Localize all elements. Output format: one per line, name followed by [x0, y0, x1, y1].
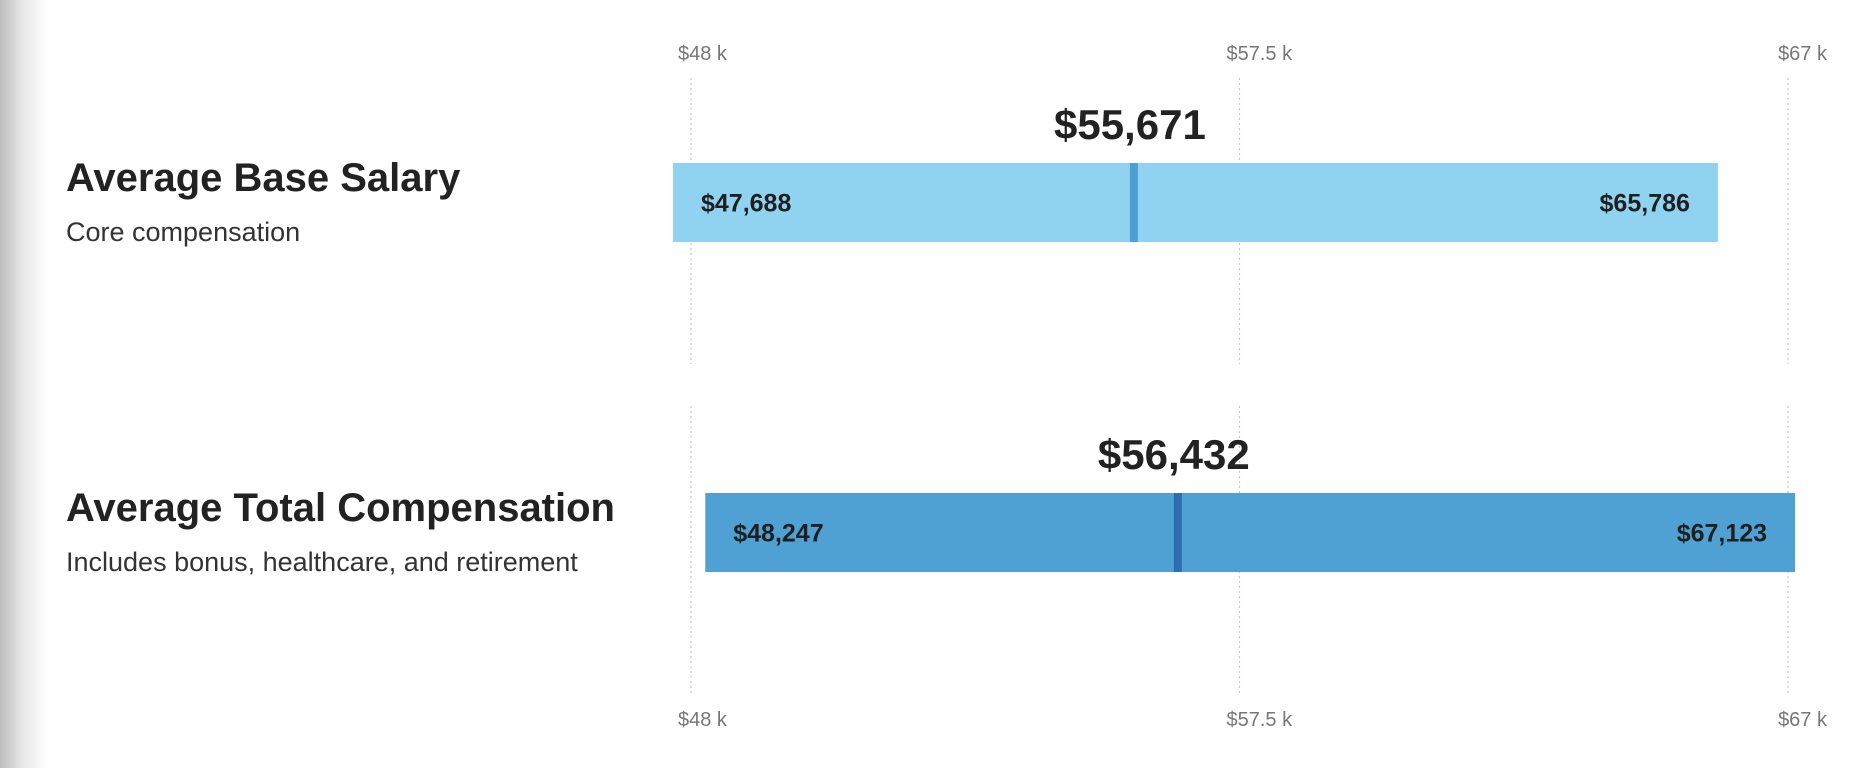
average-marker-1: [1173, 493, 1182, 572]
axis-tick-label-bottom-0: $48 k: [678, 709, 728, 731]
average-value-label-0: $55,671: [1054, 101, 1206, 148]
axis-tick-label-bottom-2: $67 k: [1778, 709, 1828, 731]
row-title: Average Total Compensation: [66, 486, 615, 530]
average-marker-0: [1129, 163, 1138, 242]
axis-tick-label-top-1: $57.5 k: [1227, 43, 1294, 65]
axis-tick-label-top-2: $67 k: [1778, 43, 1828, 65]
average-value-label-1: $56,432: [1098, 431, 1250, 478]
axis-tick-label-top-0: $48 k: [678, 43, 728, 65]
row-title: Average Base Salary: [66, 156, 461, 200]
row-subtitle: Core compensation: [66, 217, 301, 247]
row-label-total-compensation: Average Total Compensation Includes bonu…: [66, 484, 615, 578]
high-value-label-0: $65,786: [1600, 190, 1690, 218]
low-value-label-1: $48,247: [733, 520, 823, 548]
row-subtitle: Includes bonus, healthcare, and retireme…: [66, 547, 578, 577]
low-value-label-0: $47,688: [701, 190, 791, 218]
axis-tick-label-bottom-1: $57.5 k: [1227, 709, 1294, 731]
left-edge-shadow: [0, 0, 48, 768]
range-bar-1: [705, 493, 1796, 572]
row-label-base-salary: Average Base Salary Core compensation: [66, 154, 460, 248]
range-bar-0: [672, 163, 1718, 242]
high-value-label-1: $67,123: [1677, 520, 1767, 548]
